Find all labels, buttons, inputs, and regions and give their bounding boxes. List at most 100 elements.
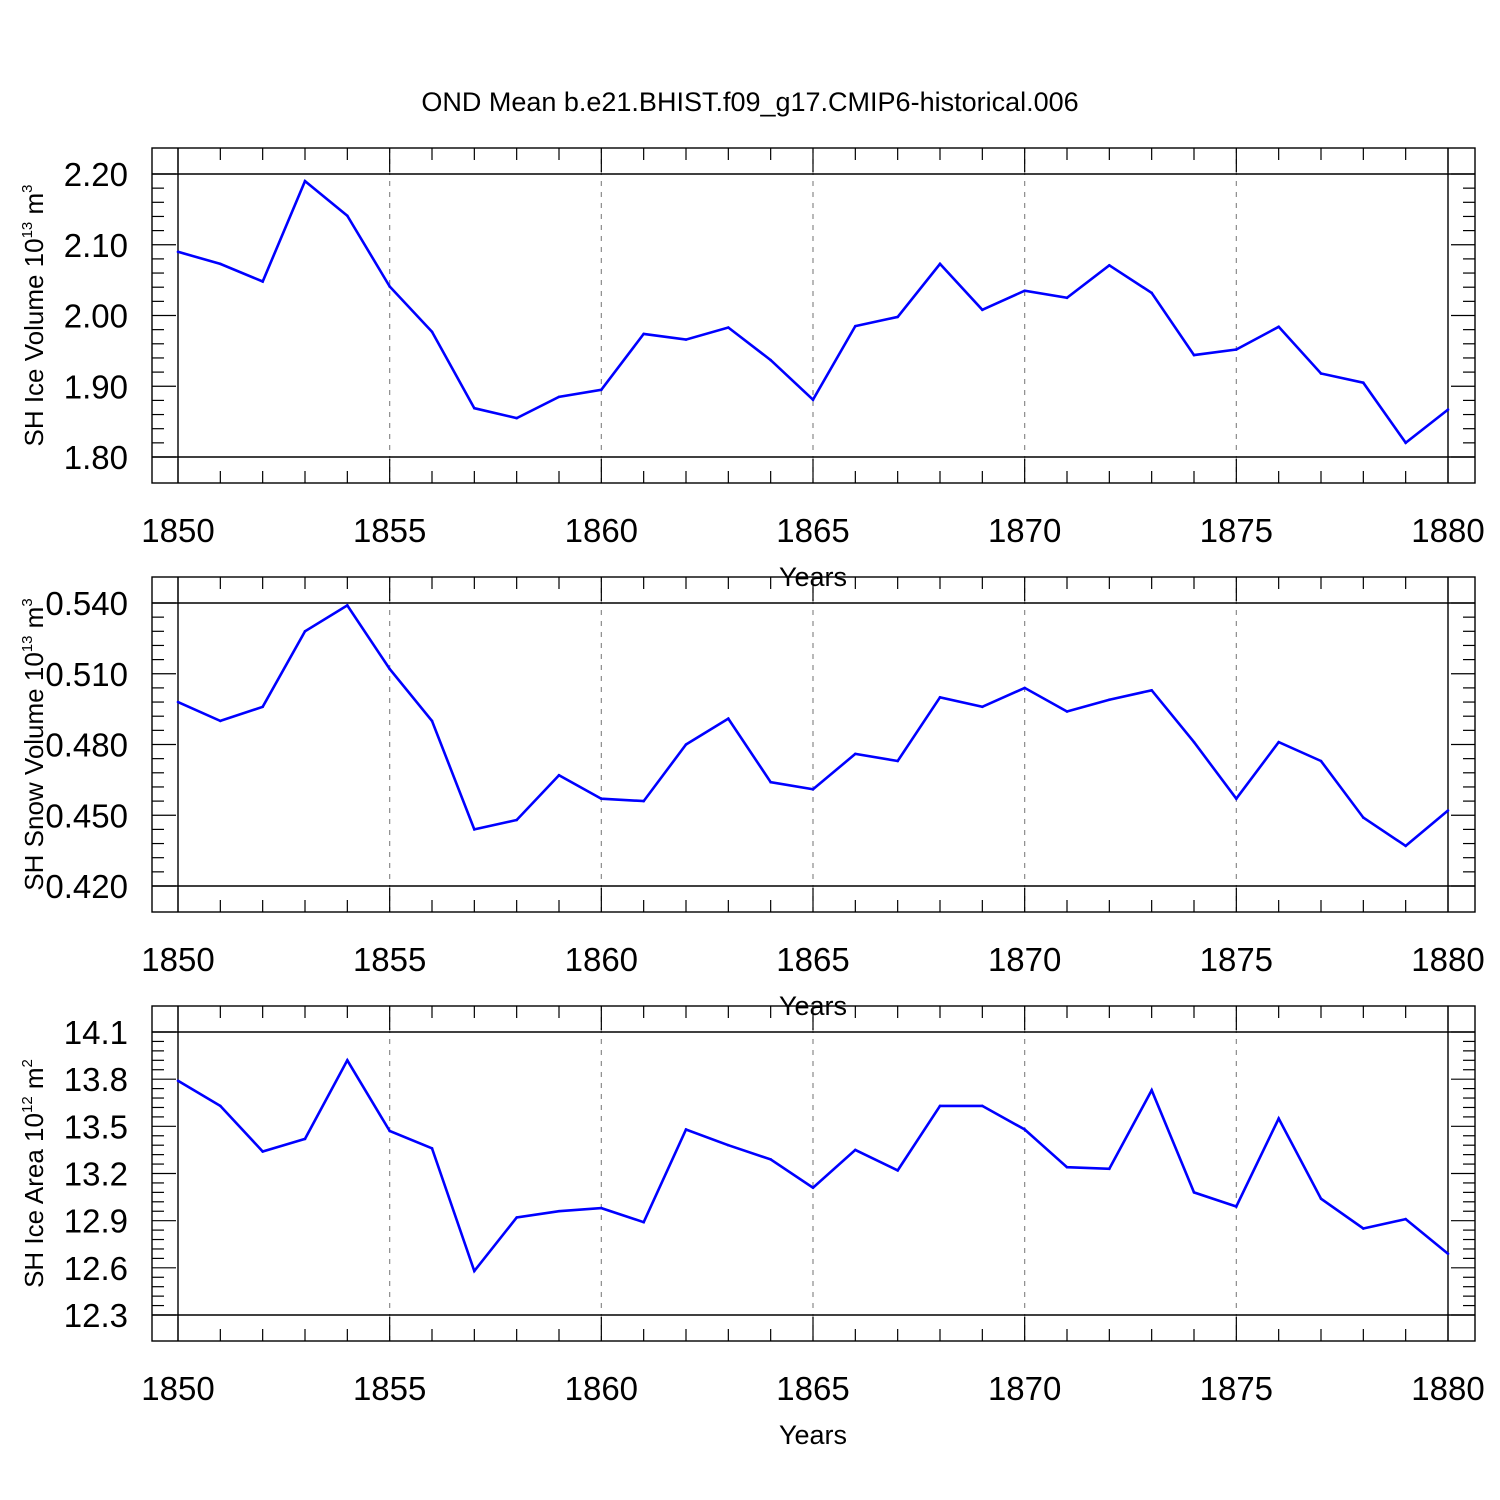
y-axis-title: SH Ice Area 1012 m2 xyxy=(19,1059,49,1288)
data-point xyxy=(473,828,476,831)
data-point xyxy=(1362,816,1365,819)
data-point xyxy=(1319,759,1323,763)
x-tick-label: 1850 xyxy=(141,941,214,978)
y-tick-label: 13.2 xyxy=(64,1156,128,1193)
data-point xyxy=(557,773,561,777)
data-point xyxy=(896,1169,899,1172)
data-point xyxy=(1277,325,1280,329)
x-tick-label: 1860 xyxy=(565,941,638,978)
data-point xyxy=(430,1147,434,1150)
y-tick-label: 2.10 xyxy=(64,227,128,264)
data-point xyxy=(1319,372,1323,375)
y-tick-label: 0.450 xyxy=(45,797,128,834)
panel-ice-volume: 1.80 1.90 2.00 2.10 2.20 1850 1855 1860 1865 1870… xyxy=(19,147,1485,592)
data-point xyxy=(938,1104,942,1108)
data-point xyxy=(1277,1117,1280,1120)
data-point xyxy=(981,705,984,709)
data-point xyxy=(346,604,349,607)
x-tick-label: 1880 xyxy=(1411,512,1484,549)
data-point xyxy=(557,1209,561,1213)
data-point xyxy=(981,1104,984,1108)
x-tick-label: 1875 xyxy=(1200,941,1273,978)
data-point xyxy=(1404,1217,1407,1221)
data-point xyxy=(769,1158,772,1161)
data-point xyxy=(1235,797,1238,801)
data-point xyxy=(938,262,942,266)
data-point xyxy=(473,1269,476,1273)
y-tick-label: 0.480 xyxy=(45,727,128,764)
data-point xyxy=(727,326,730,329)
data-point xyxy=(388,285,391,288)
y-tick-label: 12.3 xyxy=(64,1297,128,1334)
data-point xyxy=(1192,353,1196,357)
data-point xyxy=(600,797,603,801)
data-point xyxy=(1446,809,1450,812)
data-point xyxy=(642,332,645,336)
data-point xyxy=(219,719,222,723)
data-point xyxy=(811,1186,815,1189)
data-point xyxy=(1065,296,1069,300)
data-point xyxy=(1023,289,1026,293)
x-tick-label: 1865 xyxy=(776,941,849,978)
data-point xyxy=(303,1137,307,1141)
panel-snow-volume: 0.420 0.450 0.480 0.510 0.540 1850 1855 1860 186… xyxy=(19,576,1485,1021)
x-tick-label: 1870 xyxy=(988,941,1061,978)
data-point xyxy=(600,388,603,392)
data-point xyxy=(684,743,688,746)
data-point xyxy=(1277,740,1280,744)
x-tick-label: 1875 xyxy=(1200,1370,1273,1407)
x-tick-label: 1850 xyxy=(141,512,214,549)
x-tick-label: 1860 xyxy=(565,1370,638,1407)
data-point xyxy=(1446,408,1450,411)
data-point xyxy=(1108,1167,1111,1171)
data-point xyxy=(938,696,942,699)
data-point xyxy=(388,1129,391,1133)
y-tick-label: 13.8 xyxy=(64,1061,128,1098)
x-tick-label: 1855 xyxy=(353,941,426,978)
data-point xyxy=(896,315,899,319)
data-point xyxy=(1404,844,1407,848)
x-tick-label: 1855 xyxy=(353,1370,426,1407)
data-point xyxy=(176,1079,180,1083)
data-point xyxy=(261,705,264,709)
x-axis-title: Years xyxy=(779,1420,847,1450)
y-axis-title: SH Ice Volume 1013 m3 xyxy=(19,184,49,446)
data-point xyxy=(1150,291,1153,295)
data-point xyxy=(219,1104,222,1108)
chart-title: OND Mean b.e21.BHIST.f09_g17.CMIP6-histo… xyxy=(421,87,1078,117)
data-point xyxy=(769,780,772,784)
y-tick-label: 12.9 xyxy=(64,1203,128,1240)
data-point xyxy=(1150,1088,1153,1092)
data-point xyxy=(515,1216,518,1219)
y-tick-label: 0.540 xyxy=(45,585,128,622)
x-tick-label: 1855 xyxy=(353,512,426,549)
data-point xyxy=(176,250,180,254)
data-point xyxy=(854,1148,857,1152)
y-tick-label: 13.5 xyxy=(64,1108,128,1145)
panels: 1.80 1.90 2.00 2.10 2.20 1850 1855 1860 1865 1870… xyxy=(19,147,1485,1450)
data-point xyxy=(430,719,434,723)
data-point xyxy=(1319,1197,1323,1200)
data-point xyxy=(1404,441,1407,445)
data-point xyxy=(1235,348,1238,351)
data-point xyxy=(1023,686,1026,690)
data-point xyxy=(769,358,772,362)
data-point xyxy=(303,179,307,183)
data-point xyxy=(600,1206,603,1210)
data-point xyxy=(981,308,984,312)
data-point xyxy=(1150,688,1153,692)
y-tick-label: 2.00 xyxy=(64,298,128,335)
data-point xyxy=(811,788,815,791)
data-point xyxy=(896,759,899,763)
data-point xyxy=(1446,1252,1450,1255)
data-point xyxy=(1235,1205,1238,1208)
data-point xyxy=(727,717,730,720)
x-tick-label: 1880 xyxy=(1411,941,1484,978)
y-tick-label: 14.1 xyxy=(64,1014,128,1051)
data-point xyxy=(515,818,518,822)
panel-ice-area: 12.3 12.6 12.9 13.2 13.5 13.8 14.1 1850 1855 1860… xyxy=(19,1005,1485,1450)
data-point xyxy=(727,1143,730,1147)
data-point xyxy=(430,330,434,334)
y-tick-label: 1.90 xyxy=(64,368,128,405)
data-point xyxy=(1108,263,1111,267)
